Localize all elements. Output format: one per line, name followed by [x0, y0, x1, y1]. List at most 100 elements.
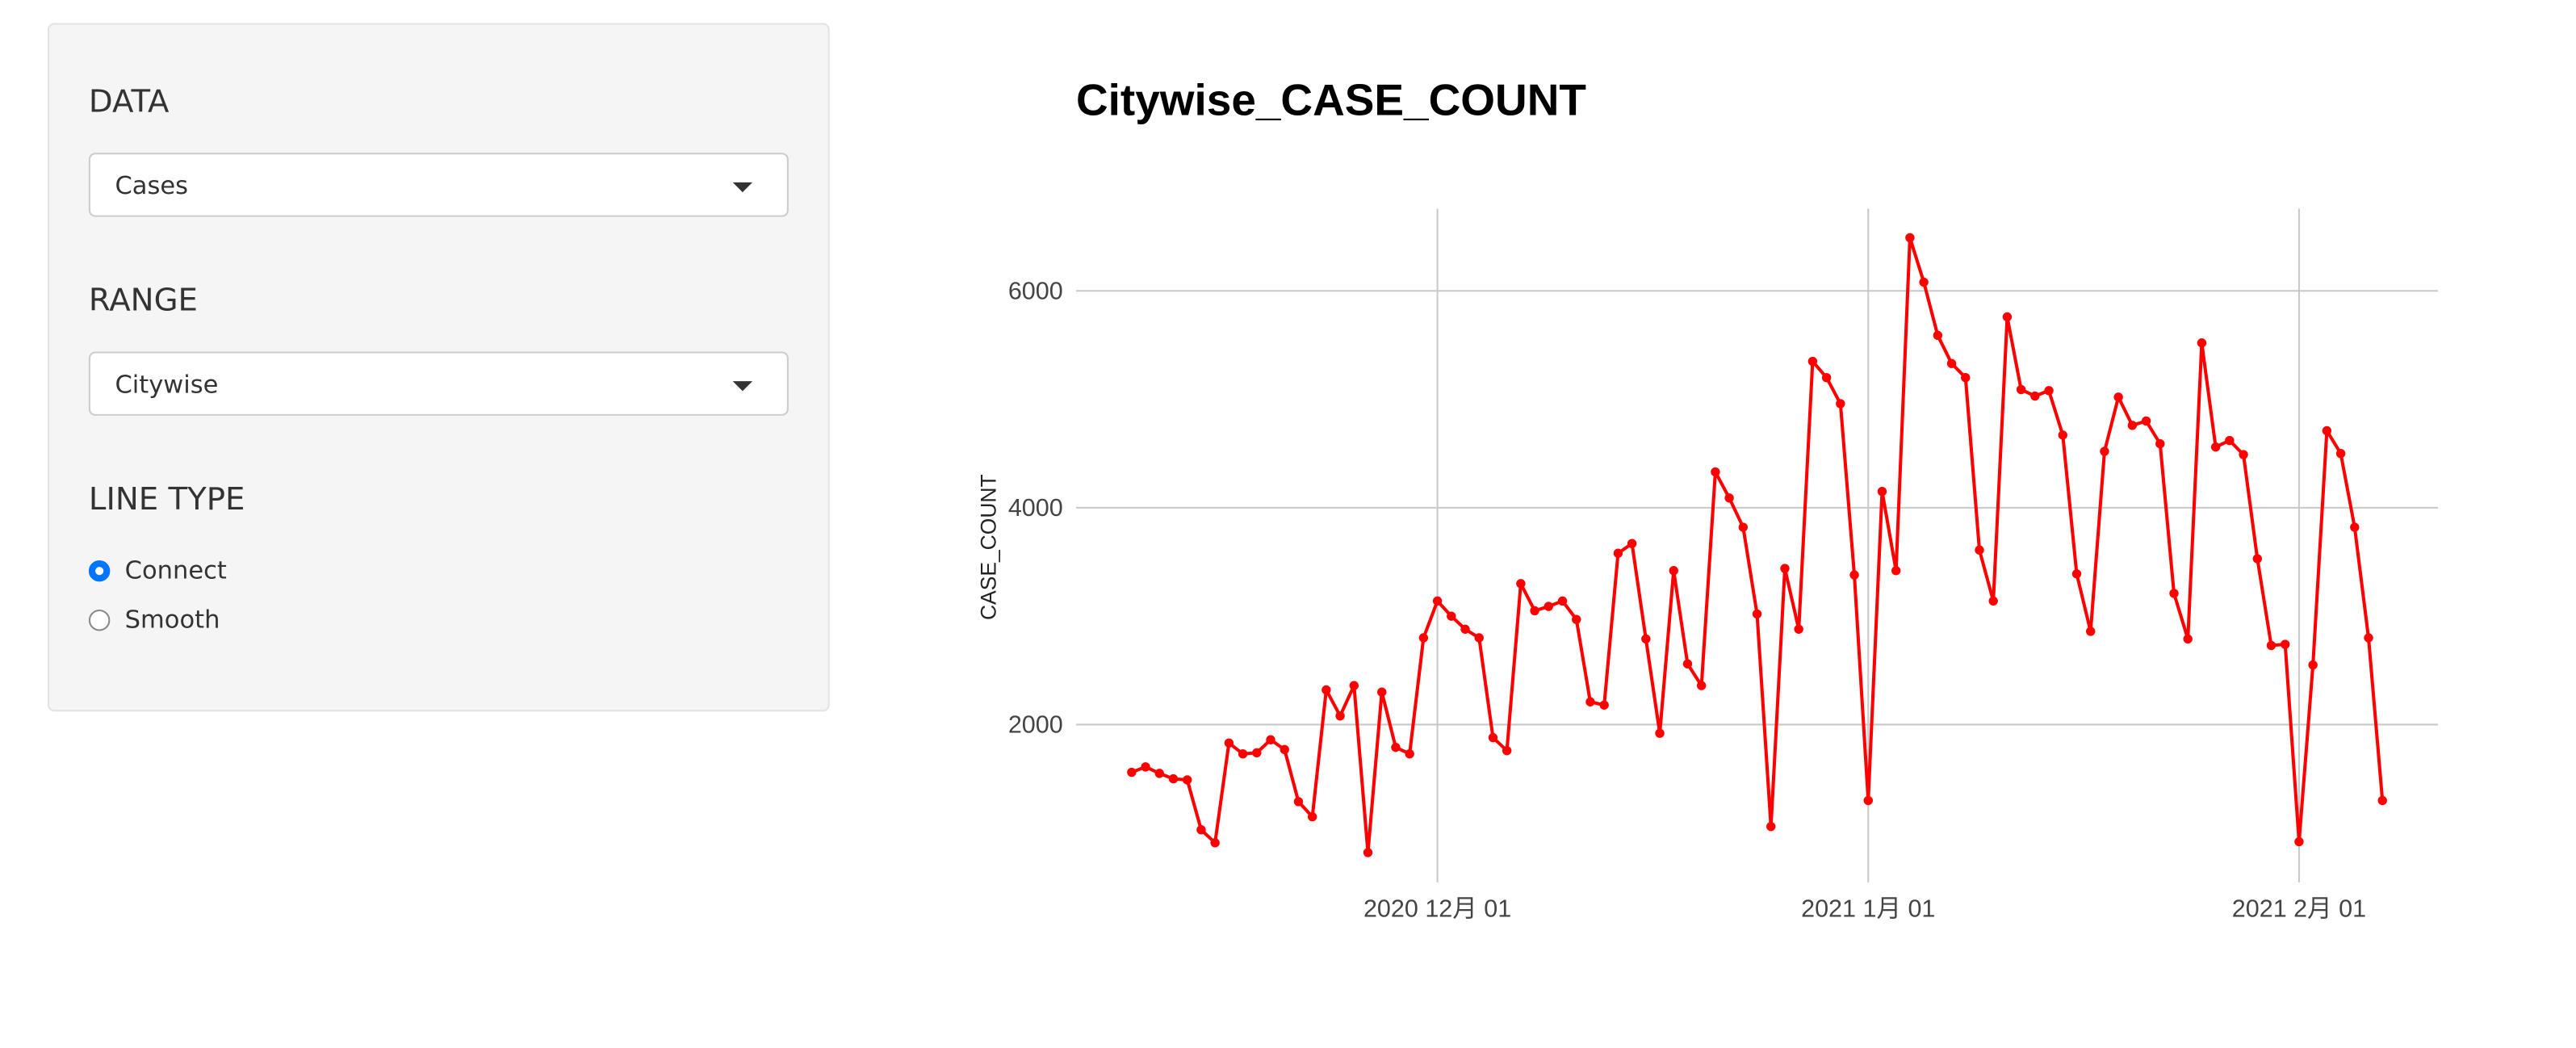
point [1544, 602, 1554, 611]
point [2058, 430, 2067, 440]
radio-option[interactable]: Connect [88, 555, 227, 585]
point [1280, 744, 1289, 755]
y-tick-label: 2000 [1008, 711, 1063, 739]
point [1780, 564, 1790, 573]
point [1447, 611, 1456, 621]
radio-option[interactable]: Smooth [88, 604, 220, 635]
point [1919, 277, 1929, 287]
point [1154, 769, 1164, 778]
point [2377, 795, 2387, 806]
radio-button[interactable] [88, 560, 111, 582]
point [2266, 640, 2277, 651]
point [1183, 775, 1192, 785]
point [1711, 467, 1720, 477]
point [1877, 487, 1887, 497]
point [1988, 596, 1998, 606]
point [2141, 416, 2151, 426]
point [1738, 522, 1749, 532]
point [1794, 624, 1803, 634]
y-tick-label: 6000 [1008, 277, 1063, 304]
point [1682, 659, 1693, 669]
point [2239, 450, 2248, 459]
point [2350, 522, 2360, 532]
point [2225, 435, 2235, 446]
point [2086, 627, 2096, 636]
point [1293, 797, 1304, 807]
sidebar: DATA Cases RANGE Citywise LINE TYPE Conn… [48, 23, 830, 712]
range-select[interactable]: Citywise [88, 351, 789, 416]
point [2210, 442, 2221, 452]
data-label: DATA [88, 83, 170, 120]
point [2183, 634, 2193, 644]
point [1307, 811, 1317, 822]
chart-title: Citywise_CASE_COUNT [1076, 74, 1586, 124]
data-select[interactable]: Cases [88, 153, 789, 217]
point [2197, 338, 2207, 348]
point [1696, 681, 1707, 690]
caret [732, 381, 753, 392]
point [2113, 392, 2123, 402]
range-value: Citywise [115, 369, 219, 400]
y-axis-label: CASE_COUNT [976, 474, 1000, 620]
point [1377, 687, 1387, 697]
point [1585, 697, 1595, 706]
radio-button[interactable] [88, 610, 111, 631]
point [1460, 624, 1470, 634]
point [2002, 312, 2013, 322]
point [2335, 449, 2346, 459]
line [1131, 236, 2385, 854]
point [1335, 711, 1345, 721]
x-tick-label: 2021 1月 01 [1801, 895, 1935, 923]
point [1863, 795, 1873, 806]
range-label: RANGE [88, 283, 198, 319]
y-tick-label: 4000 [1008, 494, 1063, 522]
point [2100, 446, 2109, 456]
point [1905, 233, 1915, 243]
point [1266, 735, 1275, 744]
x-tick-label: 2020 12月 01 [1363, 895, 1511, 923]
point [2281, 639, 2290, 649]
point [1502, 745, 1512, 756]
point [1627, 539, 1637, 548]
x-tick-label: 2021 2月 01 [2232, 895, 2366, 923]
radio-label: Connect [124, 555, 227, 585]
point [1127, 767, 1137, 778]
point [1210, 838, 1220, 848]
point [1933, 330, 1943, 341]
point [1752, 609, 1762, 619]
point [2308, 660, 2318, 670]
point [2044, 386, 2054, 396]
point [1655, 728, 1665, 738]
point [1613, 548, 1623, 558]
point [2127, 421, 2138, 430]
point [1322, 685, 1331, 695]
point [1474, 633, 1484, 643]
point [1168, 773, 1179, 784]
point [1405, 749, 1414, 759]
point [1821, 372, 1832, 383]
point [2364, 633, 2373, 643]
point [2294, 836, 2304, 847]
point [1530, 606, 1539, 616]
point [1488, 732, 1498, 743]
radio-label: Smooth [124, 604, 220, 635]
point [1196, 825, 1206, 835]
point [1391, 742, 1401, 752]
point [1141, 762, 1150, 772]
point [1641, 634, 1651, 644]
point [1432, 596, 1443, 606]
point [2030, 391, 2040, 401]
point [1891, 566, 1901, 576]
point [2252, 554, 2262, 564]
point [1572, 614, 1581, 624]
point [1252, 748, 1262, 758]
point [1349, 681, 1359, 690]
point [1238, 749, 1248, 759]
point [2322, 425, 2332, 436]
point [1961, 372, 1971, 383]
point [1849, 570, 1859, 580]
point [2071, 569, 2082, 579]
